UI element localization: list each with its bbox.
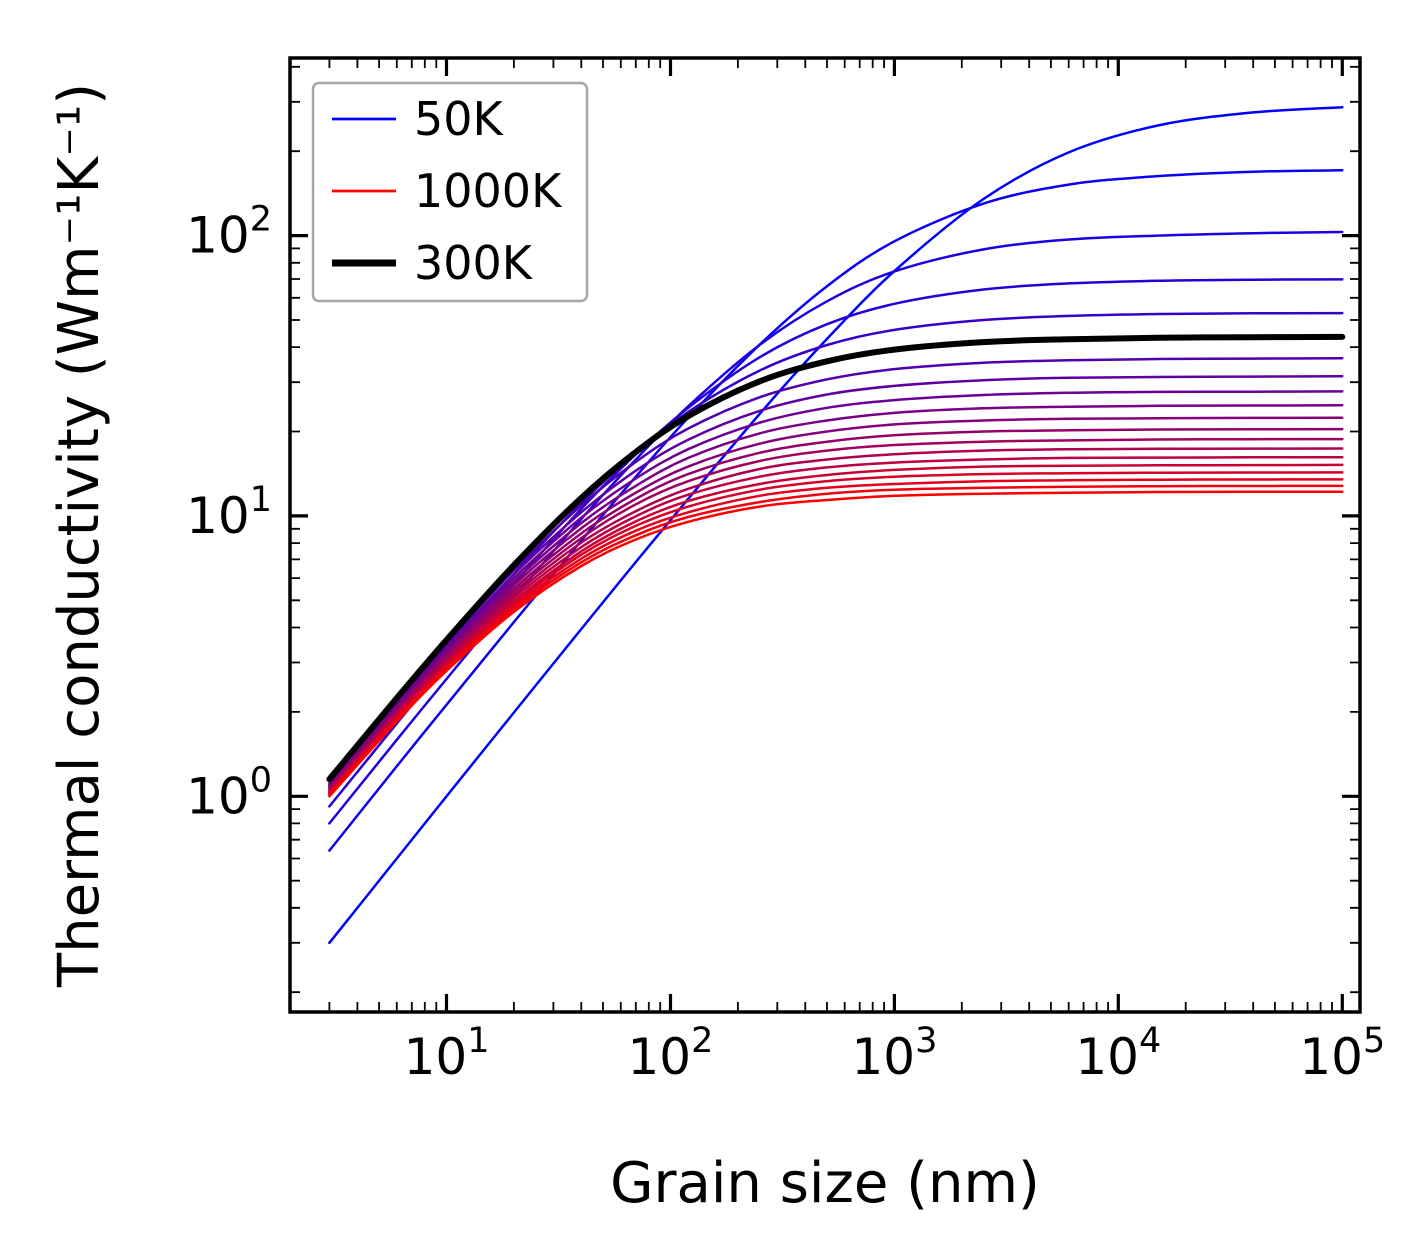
curve-950K xyxy=(328,484,1344,797)
legend-entry-1000K: 1000K xyxy=(332,164,563,218)
legend-label: 1000K xyxy=(414,164,563,218)
curve-450K xyxy=(328,390,1344,786)
minor-ticks xyxy=(290,58,1360,1012)
curve-350K xyxy=(328,357,1344,783)
x-tick-label: 103 xyxy=(851,1021,937,1086)
y-tick-label: 100 xyxy=(186,760,272,825)
plot-area xyxy=(326,105,1346,945)
curve-400K xyxy=(328,374,1344,785)
x-tick-label: 104 xyxy=(1075,1021,1161,1086)
legend-box xyxy=(311,81,589,303)
curve-250K xyxy=(328,311,1344,794)
curve-750K xyxy=(328,455,1344,793)
curve-700K xyxy=(328,447,1344,792)
curve-150K xyxy=(328,230,1344,825)
curve-50K xyxy=(328,105,1344,945)
major-ticks xyxy=(290,58,1360,1012)
curve-900K xyxy=(328,478,1344,796)
legend-entry-50K: 50K xyxy=(332,92,505,146)
y-tick-label: 102 xyxy=(186,200,272,265)
y-axis-label: Thermal conductivity (Wm⁻¹K⁻¹) xyxy=(47,82,112,988)
x-tick-label: 102 xyxy=(628,1021,714,1086)
x-tick-label: 105 xyxy=(1299,1021,1385,1086)
curve-300K xyxy=(326,333,1346,783)
y-tick-label: 101 xyxy=(186,480,272,545)
x-tick-label: 101 xyxy=(404,1021,490,1086)
legend: 50K 1000K 300K xyxy=(311,81,589,303)
curve-1000K xyxy=(328,490,1344,798)
legend-label: 50K xyxy=(414,92,505,146)
x-axis-label: Grain size (nm) xyxy=(610,1151,1040,1216)
curve-500K xyxy=(328,404,1344,788)
curve-550K xyxy=(328,416,1344,789)
curve-600K xyxy=(328,427,1344,790)
legend-entry-300K: 300K xyxy=(332,236,534,290)
tick-labels: 101 102 103 104 105 100 101 102 xyxy=(186,200,1385,1086)
curve-650K xyxy=(328,437,1344,791)
legend-label: 300K xyxy=(414,236,534,290)
axes-spines xyxy=(288,56,1362,1014)
curve-850K xyxy=(328,471,1344,794)
